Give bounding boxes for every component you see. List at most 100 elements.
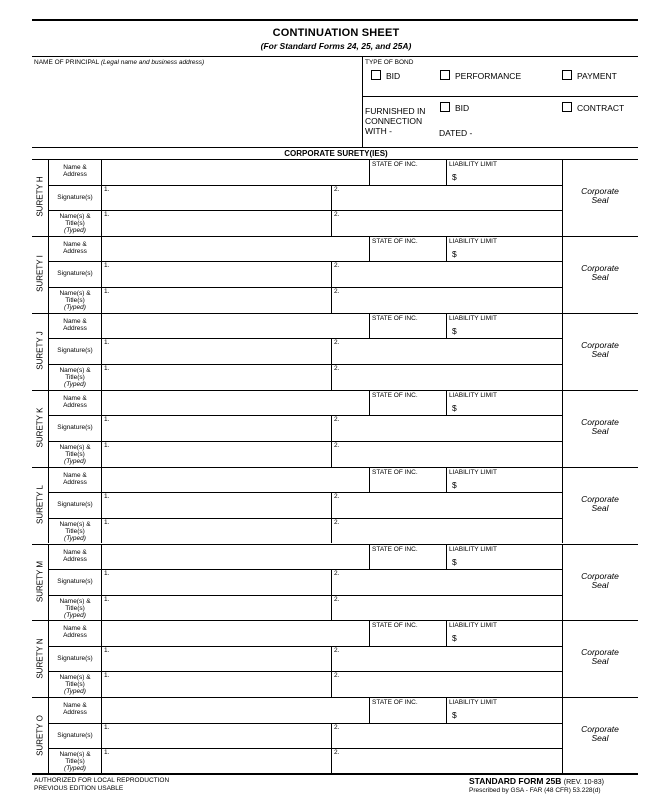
name-title-1-field[interactable]: [110, 596, 328, 620]
signature-2-field[interactable]: [340, 647, 560, 670]
name-address-field[interactable]: [102, 468, 368, 491]
name-address-field[interactable]: [102, 698, 368, 721]
name-address-field[interactable]: [102, 237, 368, 260]
name-title-1-field[interactable]: [110, 519, 328, 543]
liability-limit-label: LIABILITY LIMIT: [449, 545, 497, 553]
signature-2-field[interactable]: [340, 416, 560, 439]
signature-2-field[interactable]: [340, 262, 560, 285]
seal-divider: [562, 466, 563, 544]
name-address-field[interactable]: [102, 314, 368, 337]
address-rule: [48, 261, 562, 263]
signatures-label: Signature(s): [57, 578, 93, 585]
state-of-inc-field[interactable]: [370, 168, 445, 183]
state-of-inc-field[interactable]: [370, 476, 445, 491]
signature-rule: [48, 286, 562, 288]
address-rule: [48, 569, 562, 570]
name-title-1-field[interactable]: [110, 749, 328, 773]
name-title-1-field[interactable]: [110, 365, 328, 389]
field-label-divider: [101, 620, 102, 698]
name-address-label: Name & Address: [63, 471, 87, 486]
name-title-2-field[interactable]: [340, 442, 560, 466]
state-of-inc-field[interactable]: [370, 245, 445, 260]
signature-1-field[interactable]: [110, 416, 328, 439]
liability-divider: [446, 235, 447, 262]
names-titles-label: Name(s) & Title(s) (Typed): [59, 751, 91, 773]
contract-label: CONTRACT: [577, 103, 625, 113]
signature-1-field[interactable]: [110, 647, 328, 670]
surety-divider: [32, 543, 638, 545]
performance-bond-checkbox[interactable]: [440, 70, 450, 80]
liability-limit-field[interactable]: [460, 553, 560, 568]
bid-bond-checkbox[interactable]: [371, 70, 381, 80]
signature-1-field[interactable]: [110, 339, 328, 362]
surety-divider: [32, 312, 638, 314]
liability-divider: [446, 697, 447, 723]
liability-limit-field[interactable]: [460, 168, 560, 183]
name-title-2-field[interactable]: [340, 596, 560, 620]
state-of-inc-field[interactable]: [370, 629, 445, 644]
state-of-inc-field[interactable]: [370, 399, 445, 414]
names-titles-label: Name(s) & Title(s) (Typed): [59, 520, 91, 542]
name-address-field[interactable]: [102, 621, 368, 644]
signature-1-field[interactable]: [110, 724, 328, 747]
name-title-2-field[interactable]: [340, 672, 560, 696]
signature-1-number: 1.: [104, 339, 110, 347]
signature-2-field[interactable]: [340, 493, 560, 516]
name-title-1-field[interactable]: [110, 442, 328, 466]
signature-1-field[interactable]: [110, 570, 328, 593]
name-address-label: Name & Address: [63, 240, 87, 255]
liability-limit-field[interactable]: [460, 399, 560, 414]
corporate-seal-label: Corporate Seal: [581, 724, 619, 744]
address-rule: [48, 415, 562, 417]
state-of-inc-label: STATE OF INC.: [372, 314, 418, 322]
name-title-2-field[interactable]: [340, 749, 560, 773]
signature-2-field[interactable]: [340, 724, 560, 747]
signature-rule: [48, 210, 562, 211]
name-title-1-field[interactable]: [110, 672, 328, 696]
address-rule: [48, 184, 562, 186]
liability-divider: [446, 620, 447, 646]
signature-1-field[interactable]: [110, 186, 328, 209]
state-divider: [369, 235, 370, 262]
state-of-inc-field[interactable]: [370, 553, 445, 568]
signature-2-field[interactable]: [340, 570, 560, 593]
seal-divider: [562, 159, 563, 236]
furnished-label: FURNISHED IN CONNECTION WITH -: [365, 106, 426, 136]
liability-limit-field[interactable]: [460, 706, 560, 721]
state-of-inc-label: STATE OF INC.: [372, 622, 418, 630]
signature-2-field[interactable]: [340, 186, 560, 209]
signature-1-field[interactable]: [110, 493, 328, 516]
signature-rule: [48, 594, 562, 596]
name-address-field[interactable]: [102, 160, 368, 183]
furnished-bid-checkbox[interactable]: [440, 102, 450, 112]
surety-label: SURETY O: [35, 714, 45, 756]
signature-2-field[interactable]: [340, 339, 560, 362]
state-of-inc-field[interactable]: [370, 322, 445, 337]
name-title-2-number: 2.: [334, 287, 340, 295]
signature-2-number: 2.: [334, 723, 340, 731]
name-title-2-field[interactable]: [340, 365, 560, 389]
name-title-1-number: 1.: [104, 441, 110, 449]
name-address-field[interactable]: [102, 391, 368, 414]
name-title-2-field[interactable]: [340, 288, 560, 312]
seal-divider: [562, 235, 563, 313]
liability-limit-field[interactable]: [460, 629, 560, 644]
liability-limit-field[interactable]: [460, 322, 560, 337]
names-titles-label: Name(s) & Title(s) (Typed): [59, 213, 91, 234]
payment-bond-checkbox[interactable]: [562, 70, 572, 80]
seal-divider: [562, 543, 563, 621]
name-title-2-field[interactable]: [340, 519, 560, 543]
name-address-field[interactable]: [102, 545, 368, 568]
dollar-sign: $: [452, 556, 457, 567]
name-title-2-field[interactable]: [340, 211, 560, 235]
name-title-1-field[interactable]: [110, 288, 328, 312]
signature-1-field[interactable]: [110, 262, 328, 285]
state-of-inc-field[interactable]: [370, 706, 445, 721]
liability-limit-field[interactable]: [460, 476, 560, 491]
address-rule: [48, 722, 562, 724]
payment-bond-label: PAYMENT: [577, 71, 617, 81]
liability-limit-field[interactable]: [460, 245, 560, 260]
name-title-1-field[interactable]: [110, 211, 328, 235]
contract-checkbox[interactable]: [562, 102, 572, 112]
state-divider: [369, 389, 370, 416]
